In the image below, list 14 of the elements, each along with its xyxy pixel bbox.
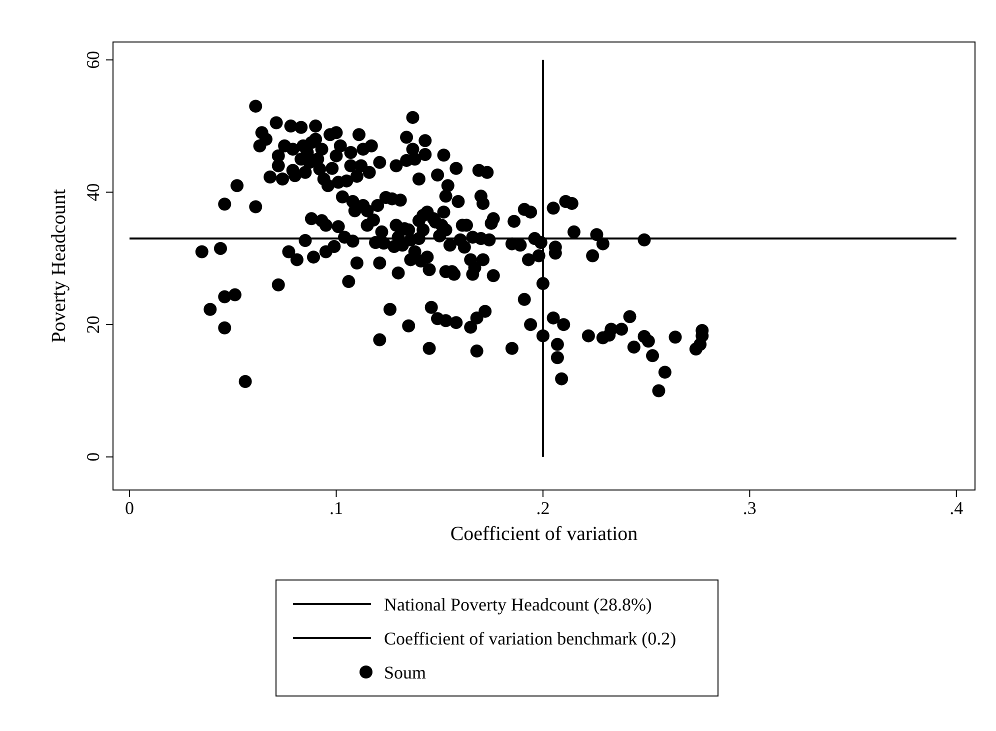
x-tick-label: .3 (742, 498, 756, 518)
legend-label: Coefficient of variation benchmark (0.2) (384, 628, 676, 648)
x-tick-label: .2 (536, 498, 550, 518)
legend-label: National Poverty Headcount (28.8%) (384, 594, 652, 614)
y-tick-label: 20 (83, 316, 103, 334)
x-tick-label: .1 (330, 498, 343, 518)
y-tick-label: 60 (83, 50, 103, 69)
x-tick-label: .4 (950, 498, 964, 518)
y-tick-label: 40 (83, 183, 103, 202)
y-axis-title: Poverty Headcount (48, 188, 70, 343)
x-axis-title: Coefficient of variation (450, 523, 638, 545)
legend-label: Soum (384, 662, 426, 682)
x-tick-label: 0 (125, 498, 134, 518)
y-tick-label: 0 (83, 452, 103, 462)
